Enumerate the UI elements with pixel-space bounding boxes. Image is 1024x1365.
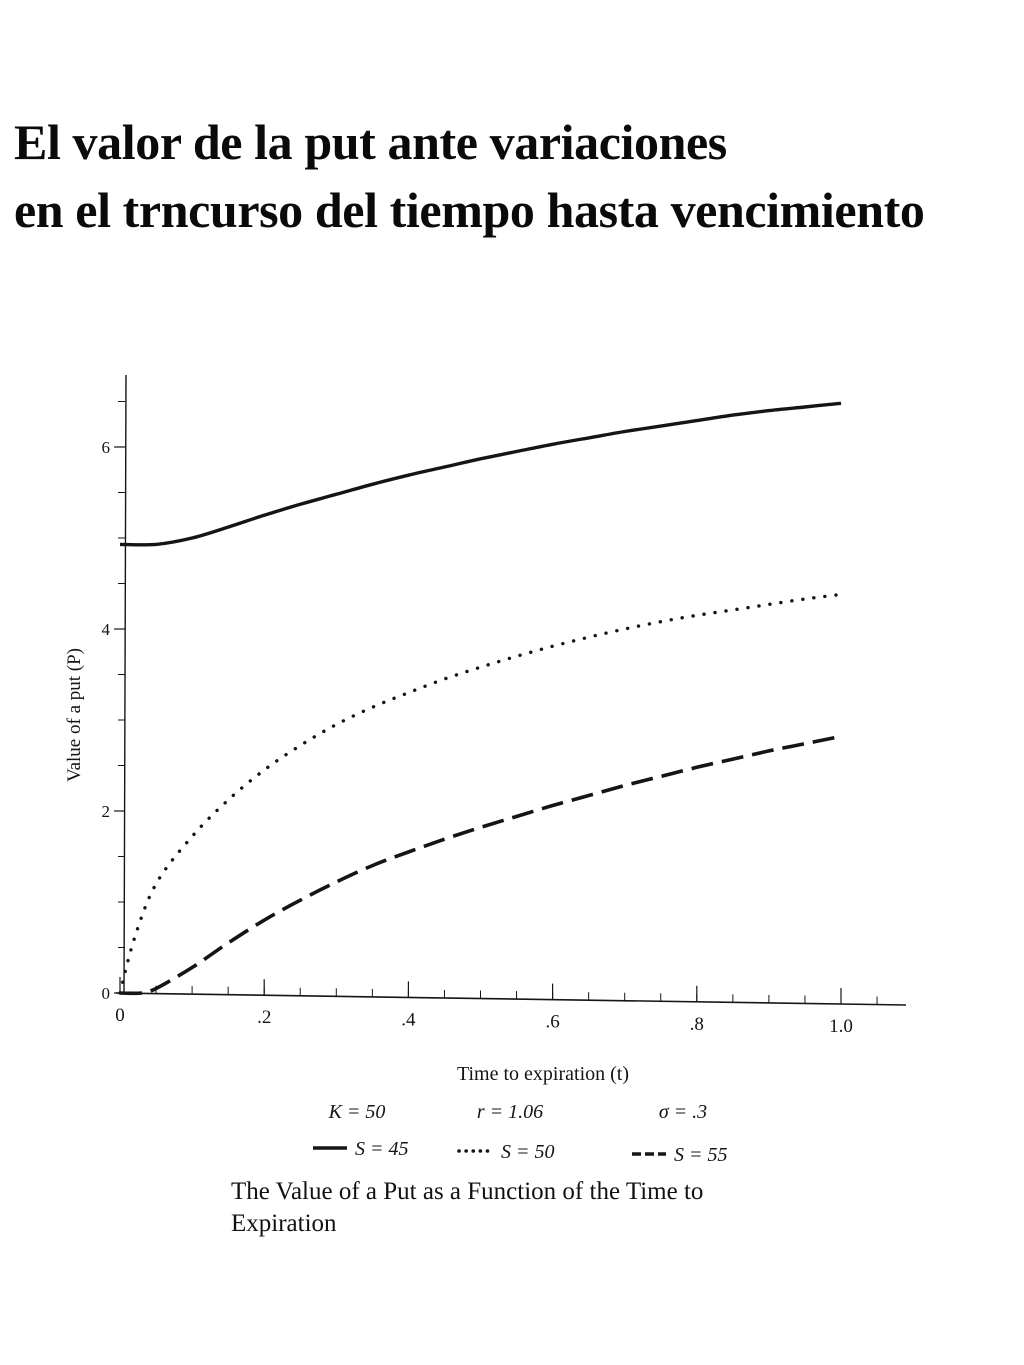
chart-plot-area (118, 401, 843, 996)
legend-label-2: S = 50 (501, 1141, 555, 1163)
legend-label-1: S = 45 (355, 1138, 409, 1160)
figure-caption-line-1: The Value of a Put as a Function of the … (231, 1178, 704, 1205)
series-line-3 (119, 734, 842, 996)
series-line-1 (119, 401, 842, 547)
x-axis-title: Time to expiration (t) (457, 1063, 629, 1085)
legend-label-3: S = 55 (674, 1144, 728, 1166)
page-title: El valor de la put ante variaciones en e… (14, 108, 1019, 244)
y-axis-line (123, 374, 127, 994)
figure-caption-line-2: Expiration (231, 1210, 337, 1237)
y-tick-label: 4 (102, 620, 111, 639)
page-title-line-2: en el trncurso del tiempo hasta vencimie… (14, 182, 925, 238)
legend-parameter: σ = .3 (659, 1101, 707, 1123)
chart-legend: K = 50 r = 1.06 σ = .3 S = 45 S = 50 S = 55 (313, 1101, 728, 1166)
page-title-line-1: El valor de la put ante variaciones (14, 114, 727, 170)
x-tick-label: .2 (257, 1007, 271, 1028)
legend-parameter: K = 50 (328, 1101, 386, 1123)
y-axis-title: Value of a put (P) (64, 648, 85, 782)
x-axis-line (115, 992, 907, 1006)
x-tick-label: .4 (401, 1009, 416, 1030)
y-tick-label: 0 (102, 984, 111, 1003)
chart-axes: 0 .2 .4 .6 .8 1.0 0 2 4 6 (102, 374, 907, 1037)
chart-labels: Time to expiration (t) Value of a put (P) (64, 648, 629, 1085)
x-tick-label: .8 (690, 1014, 704, 1035)
y-tick-label: 2 (102, 802, 111, 821)
y-tick-label: 6 (102, 438, 111, 457)
x-tick-label: 0 (115, 1005, 125, 1026)
series-line-2 (118, 592, 843, 995)
legend-parameter: r = 1.06 (477, 1101, 543, 1123)
x-tick-label: 1.0 (829, 1016, 853, 1037)
figure-caption: The Value of a Put as a Function of the … (231, 1176, 851, 1240)
x-tick-label: .6 (545, 1012, 559, 1033)
